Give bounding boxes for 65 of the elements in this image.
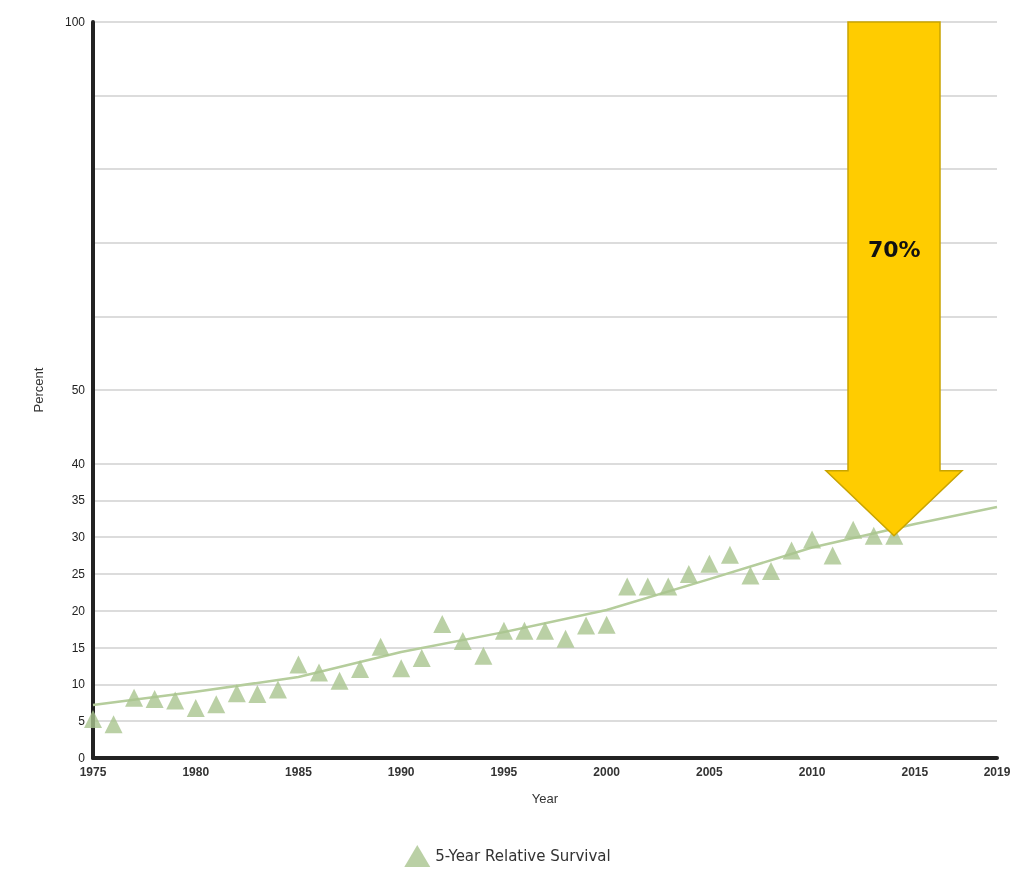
y-tick-label: 0 [78,751,86,765]
point [823,546,842,565]
point [248,684,267,703]
point [700,554,719,573]
point [864,526,883,545]
y-tick-label: 35 [71,493,86,508]
point [268,680,287,699]
point [186,698,205,717]
y-tick-label: 5 [78,714,86,729]
point [289,655,308,674]
point [720,545,739,564]
point [227,684,246,703]
point [166,691,185,710]
point [125,688,144,707]
point [494,621,513,640]
y-tick-label: 100 [64,15,86,29]
point [597,615,616,634]
point [782,541,801,560]
point [515,621,534,640]
point [310,663,328,682]
y-tick-label: 40 [71,456,86,471]
point [474,646,493,665]
point [679,565,698,583]
point [433,615,452,634]
point [803,530,822,549]
legend-label: 5-Year Relative Survival [435,847,611,865]
point [844,520,863,539]
point [536,621,554,640]
point [453,631,472,650]
y-tick-label: 30 [71,530,86,545]
point [659,577,678,596]
x-tick-label: 1985 [285,765,313,779]
y-axis-title: Percent [31,367,46,413]
x-tick-label: 2019 [983,765,1011,779]
point [741,566,760,585]
point [207,695,226,714]
point [762,562,780,581]
point [618,577,637,596]
point [145,690,164,709]
x-tick-label: 1975 [79,765,107,779]
x-tick-label: 2010 [798,765,826,779]
point [104,715,123,734]
point [412,648,431,667]
y-tick-label: 50 [71,383,86,397]
y-tick-label: 25 [71,567,86,581]
y-tick-label: 15 [71,640,86,655]
point [351,659,370,678]
point [330,671,349,690]
line-series [91,505,999,707]
point [392,659,411,678]
point [556,629,575,648]
x-tick-label: 1990 [387,765,415,779]
x-tick-label: 2000 [593,765,621,779]
point [371,637,390,656]
point [577,616,596,635]
x-tick-label: 1995 [490,765,518,779]
x-axis-title: Year [531,791,559,806]
y-tick-label: 20 [71,603,86,618]
point [84,709,102,728]
x-tick-label: 2015 [901,765,929,779]
annotation: 70% [866,237,922,262]
y-tick-label: 10 [71,677,86,692]
x-tick-label: 1980 [182,765,210,779]
x-tick-label: 2005 [696,765,724,779]
point [638,577,657,596]
